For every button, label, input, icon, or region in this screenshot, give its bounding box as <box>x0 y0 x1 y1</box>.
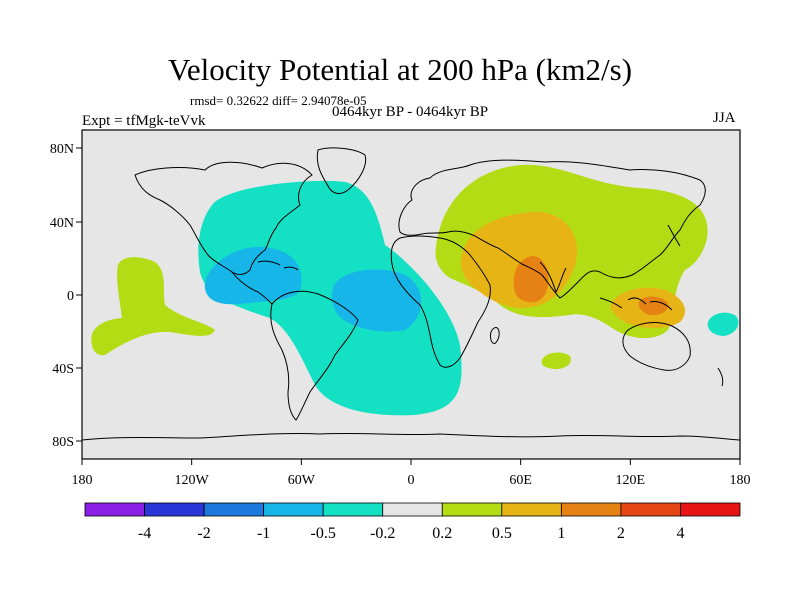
y-tick-label: 0 <box>67 289 74 304</box>
colorbar-label: 1 <box>557 525 565 542</box>
coastline-caribbean <box>257 260 299 271</box>
colorbar-swatch <box>382 502 443 517</box>
coastline-antarctica <box>82 432 740 441</box>
colorbar-swatch <box>560 502 622 517</box>
x-tick-label: 120W <box>175 473 210 488</box>
x-tick-label: 120E <box>616 473 646 488</box>
colorbar-label: -2 <box>197 525 210 542</box>
coastline-greenland <box>316 147 367 194</box>
colorbar-label: 2 <box>617 525 625 542</box>
colorbar: -4 -2 -1 -0.5 -0.2 0.2 0.5 1 2 4 <box>84 502 741 542</box>
colorbar-swatch <box>620 502 681 517</box>
colorbar-swatch <box>263 502 324 517</box>
colorbar-label: 0.5 <box>492 525 512 542</box>
season-label: JJA <box>713 110 736 126</box>
plot-title: Velocity Potential at 200 hPa (km2/s) <box>167 52 633 87</box>
contour-region-arabian-sea-maximum <box>513 256 549 303</box>
coastline-central-america <box>231 271 273 305</box>
x-tick-label: 60W <box>288 473 316 488</box>
colorbar-swatch <box>203 502 265 517</box>
coastline-south-america <box>270 290 359 421</box>
x-tick-label: 0 <box>408 473 415 488</box>
contour-region-indian-ocean-positive <box>541 352 571 370</box>
contour-region-central-pacific-positive <box>91 257 215 356</box>
colorbar-swatch <box>501 502 562 517</box>
experiment-label: Expt = tfMgk-teVvk <box>82 113 206 129</box>
coastline-indonesia <box>599 297 673 311</box>
x-tick-label: 60E <box>509 473 532 488</box>
coastline-australia <box>622 322 691 371</box>
period-label: 0464kyr BP - 0464kyr BP <box>331 104 489 120</box>
contour-region-atlantic-negative <box>198 180 462 416</box>
y-tick-label: 40N <box>50 216 74 231</box>
coastline-north-america <box>134 161 313 275</box>
coastline-new-zealand <box>717 367 724 387</box>
y-tick-label: 80N <box>50 142 74 157</box>
coastline-layer <box>82 147 740 441</box>
coastline-madagascar <box>489 327 500 344</box>
contour-region-sw-pacific-negative <box>707 312 739 336</box>
y-axis-ticks: 80N 40N 0 40S 80S <box>50 142 82 450</box>
x-tick-label: 180 <box>72 473 93 488</box>
contour-region-maritime-continent-core <box>638 296 669 316</box>
colorbar-swatch <box>144 502 205 517</box>
y-tick-label: 80S <box>52 435 74 450</box>
colorbar-swatch <box>680 502 741 517</box>
colorbar-label: -1 <box>257 525 270 542</box>
coastline-eurasia <box>398 159 706 299</box>
y-tick-label: 40S <box>52 362 74 377</box>
x-tick-label: 180 <box>730 473 751 488</box>
contour-region-caribbean-minimum <box>204 246 302 305</box>
colorbar-label: -0.5 <box>311 525 336 542</box>
coastline-india <box>539 261 567 294</box>
colorbar-label: -4 <box>138 525 151 542</box>
coastline-africa <box>390 235 491 368</box>
colorbar-swatch <box>322 502 384 517</box>
colorbar-label: -0.2 <box>370 525 395 542</box>
colorbar-swatch <box>84 502 145 517</box>
coastline-japan <box>667 224 681 247</box>
colorbar-label: 0.2 <box>432 525 452 542</box>
colorbar-swatch <box>441 502 503 517</box>
colorbar-label: 4 <box>676 525 684 542</box>
x-axis-ticks: 180 120W 60W 0 60E 120E 180 <box>72 459 751 488</box>
rmsd-diff-line: rmsd= 0.32622 diff= 2.94078e-05 <box>190 93 367 108</box>
